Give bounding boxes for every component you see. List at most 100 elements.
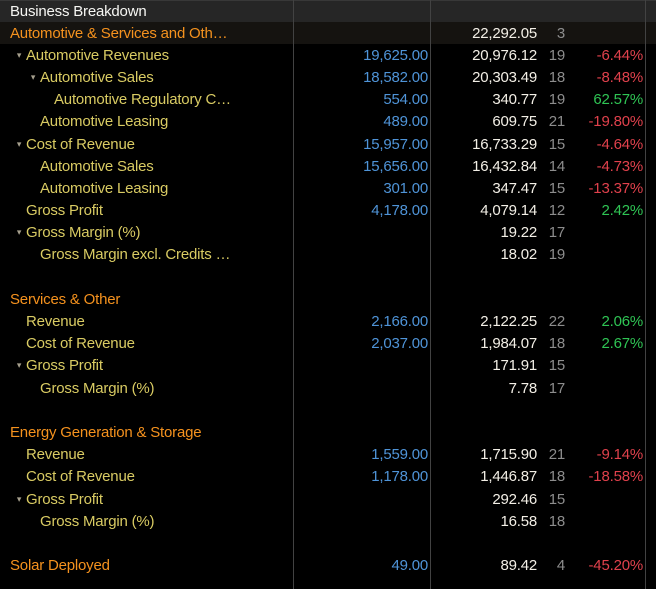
- actual-value: 1,715.90: [480, 446, 537, 464]
- estimate-count: 18: [548, 512, 565, 530]
- row-label-cell: Automotive Regulatory C…: [0, 91, 293, 108]
- row-label-cell: ▾ Gross Margin (%): [0, 224, 293, 241]
- estimate-count: 4: [556, 557, 565, 575]
- estimate-count: 15: [548, 135, 565, 153]
- estimate-count: 15: [548, 490, 565, 508]
- estimate-count: 14: [548, 157, 565, 175]
- row-label: Gross Margin (%): [40, 512, 155, 530]
- surprise-percent: 62.57%: [593, 91, 643, 109]
- row-label: Cost of Revenue: [26, 335, 135, 353]
- row-label: Cost of Revenue: [26, 135, 135, 153]
- table-row[interactable]: Revenue 2,166.00 2,122.25 22 2.06%: [0, 310, 656, 332]
- row-label: Gross Profit: [26, 202, 103, 220]
- estimate-value: 489.00: [383, 113, 428, 131]
- expand-collapse-icon[interactable]: ▾: [16, 227, 22, 238]
- table-row[interactable]: Gross Profit 4,178.00 4,079.14 12 2.42%: [0, 200, 656, 222]
- table-row[interactable]: Solar Deployed 49.00 89.42 4 -45.20%: [0, 555, 656, 577]
- row-label-cell: ▾Automotive & Services and Oth…: [0, 25, 293, 42]
- estimate-count: 17: [548, 379, 565, 397]
- row-label-cell: ▾ Automotive Sales: [0, 69, 293, 86]
- estimate-value: 15,656.00: [363, 157, 428, 175]
- row-label: Services & Other: [10, 290, 121, 308]
- table-row[interactable]: Cost of Revenue 2,037.00 1,984.07 18 2.6…: [0, 333, 656, 355]
- actual-value: 609.75: [492, 113, 537, 131]
- actual-value: 18.02: [500, 246, 537, 264]
- row-label: Automotive Sales: [40, 68, 154, 86]
- actual-value: 16,432.84: [472, 157, 537, 175]
- table-row[interactable]: Gross Margin excl. Credits … 18.02 19: [0, 244, 656, 266]
- blank-row: [0, 399, 656, 421]
- estimate-value: 15,957.00: [363, 135, 428, 153]
- row-label-cell: Solar Deployed: [0, 557, 293, 574]
- surprise-percent: 2.67%: [601, 335, 643, 353]
- estimate-value: 19,625.00: [363, 46, 428, 64]
- row-label: Revenue: [26, 446, 85, 464]
- actual-value: 89.42: [500, 557, 537, 575]
- table-row[interactable]: ▾ Automotive Sales 18,582.00 20,303.49 18…: [0, 66, 656, 88]
- row-label: Automotive & Services and Oth…: [10, 24, 228, 42]
- table-row[interactable]: ▾Services & Other: [0, 288, 656, 310]
- table-row[interactable]: Automotive Regulatory C… 554.00 340.77 1…: [0, 89, 656, 111]
- expand-collapse-icon[interactable]: ▾: [16, 138, 22, 149]
- breakdown-table: ▾Automotive & Services and Oth… 22,292.0…: [0, 22, 656, 577]
- estimate-count: 19: [548, 91, 565, 109]
- table-row[interactable]: ▾Energy Generation & Storage: [0, 421, 656, 443]
- estimate-count: 19: [548, 46, 565, 64]
- surprise-percent: 2.06%: [601, 313, 643, 331]
- table-row[interactable]: ▾ Gross Margin (%) 19.22 17: [0, 222, 656, 244]
- table-row[interactable]: Gross Margin (%) 7.78 17: [0, 377, 656, 399]
- estimate-value: 1,559.00: [371, 446, 428, 464]
- actual-value: 20,976.12: [472, 46, 537, 64]
- estimate-value: 4,178.00: [371, 202, 428, 220]
- row-label-cell: Gross Margin (%): [0, 380, 293, 397]
- table-row[interactable]: Automotive Leasing 489.00 609.75 21 -19.…: [0, 111, 656, 133]
- estimate-count: 18: [548, 335, 565, 353]
- table-row[interactable]: Gross Margin (%) 16.58 18: [0, 510, 656, 532]
- row-label-cell: ▾ Cost of Revenue: [0, 136, 293, 153]
- row-label-cell: Revenue: [0, 313, 293, 330]
- estimate-value: 2,037.00: [371, 335, 428, 353]
- estimate-count: 15: [548, 357, 565, 375]
- row-label: Revenue: [26, 313, 85, 331]
- actual-value: 7.78: [508, 379, 537, 397]
- row-label: Gross Margin excl. Credits …: [40, 246, 231, 264]
- row-label: Automotive Regulatory C…: [54, 91, 231, 109]
- row-label: Automotive Sales: [40, 157, 154, 175]
- row-label: Gross Margin (%): [26, 224, 141, 242]
- actual-value: 16,733.29: [472, 135, 537, 153]
- table-row[interactable]: ▾ Gross Profit 171.91 15: [0, 355, 656, 377]
- table-row[interactable]: Automotive Sales 15,656.00 16,432.84 14 …: [0, 155, 656, 177]
- row-label-cell: Automotive Leasing: [0, 113, 293, 130]
- row-label-cell: ▾ Gross Profit: [0, 491, 293, 508]
- row-label: Gross Profit: [26, 490, 103, 508]
- surprise-percent: -19.80%: [588, 113, 643, 131]
- table-row[interactable]: ▾ Gross Profit 292.46 15: [0, 488, 656, 510]
- actual-value: 4,079.14: [480, 202, 537, 220]
- surprise-percent: -45.20%: [588, 557, 643, 575]
- row-label-cell: Cost of Revenue: [0, 335, 293, 352]
- estimate-value: 18,582.00: [363, 68, 428, 86]
- expand-collapse-icon[interactable]: ▾: [16, 360, 22, 371]
- row-label: Solar Deployed: [10, 557, 110, 575]
- table-row[interactable]: ▾ Automotive Revenues 19,625.00 20,976.12…: [0, 44, 656, 66]
- expand-collapse-icon[interactable]: ▾: [16, 49, 22, 60]
- row-label: Gross Margin (%): [40, 379, 155, 397]
- actual-value: 340.77: [492, 91, 537, 109]
- estimate-value: 301.00: [383, 179, 428, 197]
- blank-row: [0, 266, 656, 288]
- row-label-cell: Automotive Sales: [0, 158, 293, 175]
- expand-collapse-icon[interactable]: ▾: [30, 71, 36, 82]
- table-row[interactable]: Automotive Leasing 301.00 347.47 15 -13.…: [0, 177, 656, 199]
- expand-collapse-icon[interactable]: ▾: [16, 493, 22, 504]
- table-row[interactable]: Cost of Revenue 1,178.00 1,446.87 18 -18…: [0, 466, 656, 488]
- estimate-value: 49.00: [391, 557, 428, 575]
- actual-value: 2,122.25: [480, 313, 537, 331]
- table-row[interactable]: Revenue 1,559.00 1,715.90 21 -9.14%: [0, 444, 656, 466]
- table-row[interactable]: ▾ Cost of Revenue 15,957.00 16,733.29 15 …: [0, 133, 656, 155]
- estimate-count: 18: [548, 468, 565, 486]
- actual-value: 1,984.07: [480, 335, 537, 353]
- table-row[interactable]: ▾Automotive & Services and Oth… 22,292.0…: [0, 22, 656, 45]
- row-label-cell: Gross Profit: [0, 202, 293, 219]
- row-label: Automotive Leasing: [40, 113, 169, 131]
